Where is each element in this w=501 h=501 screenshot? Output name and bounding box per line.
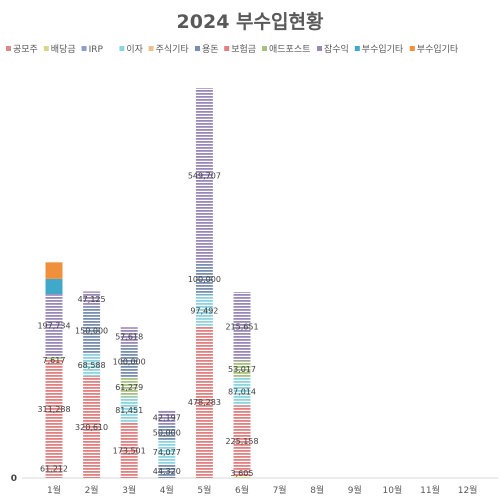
data-label: 74,077 (153, 448, 181, 457)
data-label: 478,283 (188, 398, 221, 407)
legend-label: 애드포스트 (269, 44, 310, 55)
bar-segment (83, 306, 101, 355)
data-label: 61,279 (115, 383, 143, 392)
legend-label: 공모주 (13, 44, 38, 55)
chart-title: 2024 부수입현황 (177, 10, 324, 33)
bars (45, 88, 251, 478)
bar-segment (158, 463, 176, 478)
x-tick-label: 2월 (85, 484, 99, 496)
x-tick-label: 7월 (273, 484, 287, 496)
data-label: 50,000 (153, 428, 181, 437)
data-label: 311,288 (37, 405, 70, 414)
data-label: 549,707 (188, 172, 221, 181)
data-label: 44,320 (153, 467, 181, 476)
bar-segment (158, 410, 176, 425)
data-label: 150,000 (75, 326, 108, 335)
bar-segment (45, 262, 63, 279)
x-tick-label: 10월 (383, 484, 403, 496)
x-tick-label: 8월 (310, 484, 324, 496)
x-tick-label: 11월 (420, 484, 440, 496)
bar-segment (120, 396, 138, 423)
bar-segment (233, 292, 251, 361)
data-label: 197,734 (37, 322, 70, 331)
legend-swatch (81, 46, 87, 51)
legend-swatch (262, 46, 267, 51)
bar-segment (195, 262, 213, 295)
data-label: 320,610 (75, 423, 108, 432)
legend-label: 배당금 (51, 44, 76, 55)
x-tick-label: 3월 (122, 484, 136, 496)
legend-swatch (119, 46, 125, 51)
legend-label: 용돈 (202, 44, 219, 55)
bar-segment (120, 327, 138, 346)
data-label: 7,617 (43, 356, 66, 365)
y-axis-tick-zero: 0 (11, 474, 17, 484)
legend-swatch (43, 46, 49, 51)
legend-swatch (148, 46, 154, 51)
data-label: 3,605 (231, 469, 254, 478)
legend-swatch (195, 46, 200, 51)
x-tick-label: 9월 (348, 484, 362, 496)
bar-segment (233, 476, 251, 478)
legend-swatch (224, 46, 230, 51)
data-label: 225,158 (225, 437, 258, 446)
bar-segment (45, 294, 63, 358)
x-tick-label: 6월 (235, 484, 249, 496)
legend-label: 보험금 (231, 44, 256, 55)
bar-segment (120, 377, 138, 397)
bar-segment (45, 458, 63, 478)
bar-segment (195, 294, 213, 326)
x-tick-label: 12월 (458, 484, 478, 496)
data-labels: 61,212 311,288 7,617 197,734 320,610 68,588 15… (37, 172, 258, 478)
legend-label: 잡수익 (324, 43, 349, 55)
bar-segment (120, 422, 138, 478)
legend-swatch (409, 46, 415, 51)
data-label: 53,017 (228, 365, 256, 374)
bar-segment (158, 440, 176, 464)
bar-segment (158, 424, 176, 441)
x-tick-label: 1월 (47, 484, 61, 496)
bar-segment (233, 377, 251, 406)
x-axis-ticks: 1월 2월 3월 4월 5월 6월 7월 8월 9월 10월 11월 12월 (47, 484, 477, 496)
data-label: 42,197 (153, 414, 181, 423)
bar-segment (195, 325, 213, 478)
x-tick-label: 5월 (197, 484, 211, 496)
legend-label: 주식기타 (156, 44, 190, 55)
bar-segment (195, 88, 213, 263)
bar-segment (233, 405, 251, 477)
legend-swatch (6, 46, 11, 51)
data-label: 87,014 (228, 387, 256, 396)
bar-segment (83, 375, 101, 478)
legend-label: 부수입기타 (362, 43, 404, 55)
bar-segment (45, 278, 63, 295)
legend-swatch (354, 46, 360, 51)
data-label: 61,212 (40, 464, 68, 473)
data-label: 47,125 (78, 295, 106, 304)
data-label: 215,651 (225, 322, 258, 331)
bar-segment (45, 359, 63, 459)
bar-segment (233, 360, 251, 378)
data-label: 100,000 (113, 357, 146, 366)
data-label: 97,492 (190, 306, 218, 315)
x-tick-label: 4월 (160, 484, 174, 496)
bar-segment (83, 291, 101, 307)
legend-label: 부수입기타 (417, 43, 459, 55)
legend-label: IRP (89, 45, 104, 55)
bar-segment (83, 354, 101, 376)
data-label: 57,618 (115, 332, 143, 341)
bar-segment (120, 345, 138, 378)
data-label: 173,501 (113, 446, 146, 455)
data-label: 68,588 (78, 361, 106, 370)
bar-segment (45, 357, 63, 360)
data-label: 81,451 (115, 406, 143, 415)
legend-swatch (317, 46, 322, 51)
legend-label: 이자 (126, 44, 143, 55)
legend: 공모주 배당금 IRP 이자 주식기타 용돈 보험금 애드포스트 잡수익 부수입기타 부수입기타 (6, 43, 459, 55)
data-label: 100,000 (188, 275, 221, 284)
